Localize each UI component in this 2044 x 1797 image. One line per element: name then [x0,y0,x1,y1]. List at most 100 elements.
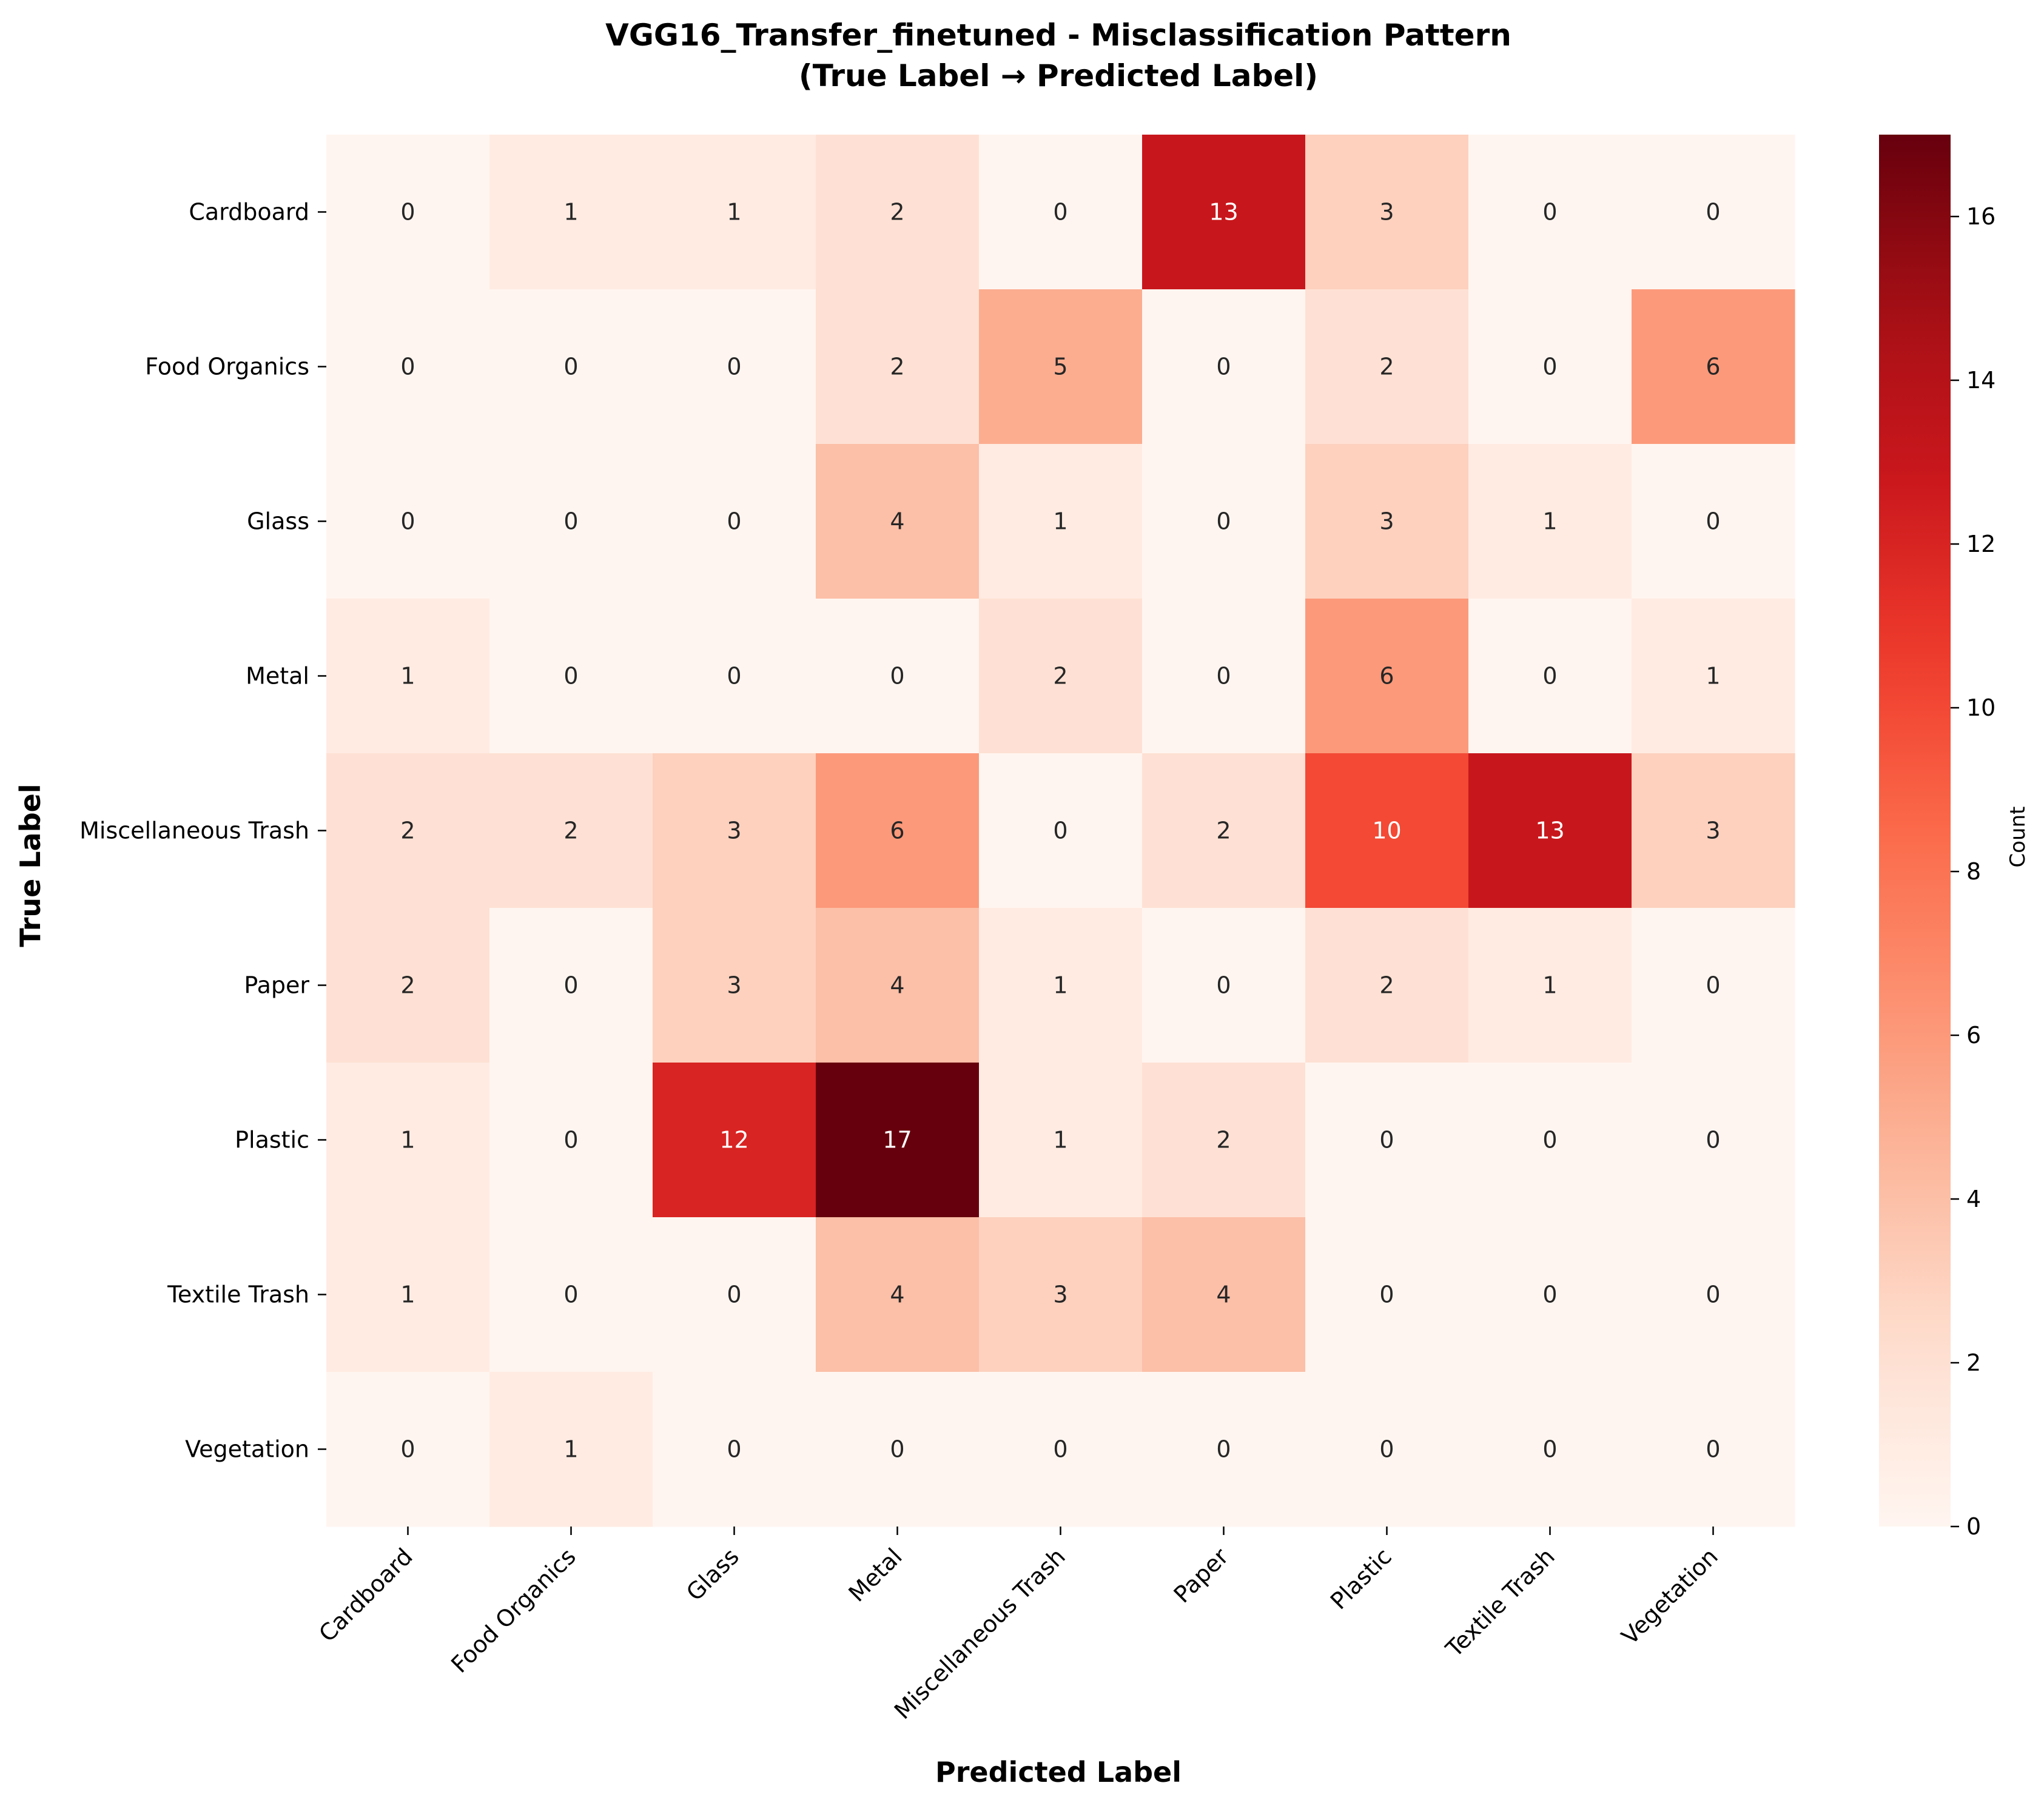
y-tick-label-paper: Paper [244,972,309,999]
heatmap-cell [653,1372,816,1527]
heatmap-cell-value: 0 [890,1436,904,1463]
colorbar-tick-label: 2 [1966,1349,1981,1376]
heatmap-cell-value: 1 [400,663,415,690]
heatmap-cell-value: 0 [727,508,741,535]
heatmap-cell [1468,908,1632,1063]
heatmap-cell [489,599,653,754]
heatmap-cell [1142,753,1306,909]
heatmap-cell [1305,1217,1469,1372]
heatmap-cell [1468,753,1632,909]
heatmap-cell-value: 1 [1706,663,1720,690]
heatmap-cell [1305,444,1469,599]
colorbar-tick-label: 4 [1966,1186,1981,1212]
heatmap-cell [489,289,653,445]
heatmap-cell [1305,1063,1469,1218]
heatmap-cell-value: 1 [563,199,578,226]
heatmap-cell-value: 4 [890,1281,904,1308]
heatmap-cell [326,444,490,599]
y-tick-label-vegetation: Vegetation [185,1436,309,1463]
heatmap-cell [489,908,653,1063]
heatmap-cell-value: 4 [1216,1281,1231,1308]
heatmap-cell [816,1372,980,1527]
heatmap-cell-value: 10 [1372,818,1401,844]
x-axis-label: Predicted Label [935,1756,1182,1789]
heatmap-cell [1632,908,1795,1063]
heatmap-cell-value: 0 [400,354,415,380]
heatmap-cell [653,1217,816,1372]
heatmap-cell [1468,444,1632,599]
heatmap-cell-value: 3 [1379,199,1394,226]
heatmap-cell-value: 0 [1053,1436,1067,1463]
heatmap-cell-value: 1 [400,1127,415,1154]
heatmap-cell [489,753,653,909]
heatmap-cell-value: 0 [563,1127,578,1154]
heatmap-cell [1468,1217,1632,1372]
heatmap-cell [816,135,980,290]
heatmap-cell-value: 1 [1053,972,1067,999]
heatmap-cell-value: 0 [1706,1127,1720,1154]
heatmap-cell-value: 13 [1535,818,1564,844]
heatmap-cell [489,1063,653,1218]
heatmap-cell-value: 2 [1216,818,1231,844]
heatmap-cell [1142,908,1306,1063]
colorbar-label: Count [2006,807,2030,868]
heatmap-cell [816,1217,980,1372]
heatmap-cell [1305,1372,1469,1527]
heatmap-cell-value: 3 [1706,818,1720,844]
heatmap-cell-value: 0 [727,1281,741,1308]
heatmap-cell [1632,753,1795,909]
heatmap-cell-value: 2 [890,354,904,380]
heatmap-cell-value: 3 [1053,1281,1067,1308]
heatmap-cell [1632,289,1795,445]
heatmap-cell [979,1217,1143,1372]
heatmap-cell [979,599,1143,754]
heatmap-cell [489,1217,653,1372]
heatmap-cell [1468,599,1632,754]
heatmap-cell-labels: 0 1 1 2 0 13 3 0 00 0 0 2 5 0 2 0 60 0 0 4 1 0 3 1 01 0 0 0 2 0 6 0 12 2 3… [400,199,1720,1463]
heatmap-cell-value: 0 [1216,508,1231,535]
heatmap-cell-value: 0 [1706,508,1720,535]
heatmap-cell [489,135,653,290]
y-tick-label-plastic: Plastic [235,1127,309,1154]
heatmap-cell [979,444,1143,599]
heatmap-cell-value: 4 [890,972,904,999]
heatmap-cell-value: 2 [1053,663,1067,690]
y-tick-label-food-organics: Food Organics [145,354,309,380]
heatmap-cell [979,289,1143,445]
chart-title-line2: (True Label → Predicted Label) [799,58,1318,93]
heatmap-cell-value: 0 [1216,1436,1231,1463]
heatmap-cell-value: 0 [727,663,741,690]
heatmap-cell [653,1063,816,1218]
heatmap-cell [1468,135,1632,290]
heatmap-cell-value: 0 [1379,1436,1394,1463]
colorbar-tick-label: 16 [1966,203,1995,230]
heatmap-cell [653,753,816,909]
heatmap-cell [1632,599,1795,754]
heatmap-cell [1142,1063,1306,1218]
heatmap-cell [326,1372,490,1527]
heatmap-cell [1632,1372,1795,1527]
heatmap-cell [979,1372,1143,1527]
heatmap-cell [1632,1217,1795,1372]
colorbar-tick-label: 12 [1966,531,1995,557]
heatmap-cell [326,289,490,445]
heatmap-cell-value: 0 [1706,972,1720,999]
heatmap-cell [326,135,490,290]
heatmap-cell-value: 6 [1706,354,1720,380]
colorbar-gradient [1879,135,1951,1527]
heatmap-cells [326,135,1795,1527]
heatmap-cell [1142,1372,1306,1527]
heatmap-cell-value: 2 [1216,1127,1231,1154]
heatmap-cell [1142,444,1306,599]
heatmap-cell-value: 0 [1542,663,1557,690]
colorbar-tick-label: 14 [1966,367,1995,394]
heatmap-cell-value: 0 [1216,354,1231,380]
heatmap-cell [1142,289,1306,445]
heatmap-cell-value: 17 [882,1127,912,1154]
heatmap-cell [326,599,490,754]
heatmap-cell [1305,599,1469,754]
y-tick-label-metal: Metal [246,663,309,690]
heatmap-cell [653,135,816,290]
heatmap-cell [1305,908,1469,1063]
